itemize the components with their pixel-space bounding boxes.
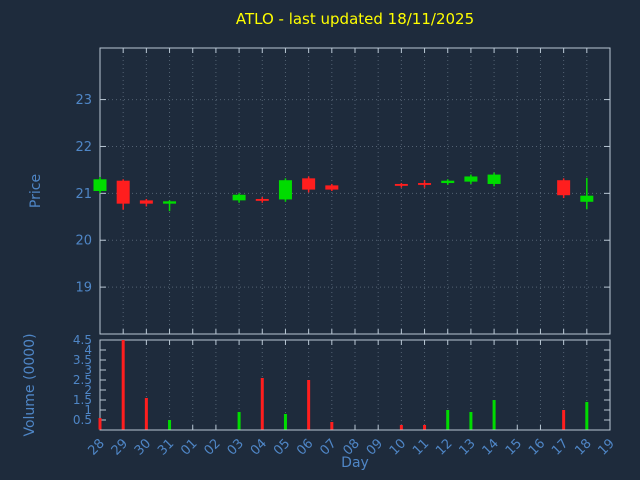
price-tick-22: 22 xyxy=(75,140,92,155)
price-tick-20: 20 xyxy=(75,234,92,249)
candle-body xyxy=(255,198,269,201)
x-tick-13: 13 xyxy=(456,436,478,458)
volume-tick-3: 3 xyxy=(84,363,92,377)
candle-day-29 xyxy=(116,179,130,210)
x-tick-05: 05 xyxy=(271,436,293,458)
x-tick-19: 19 xyxy=(596,436,618,458)
candle-body xyxy=(139,200,153,204)
candle-body xyxy=(441,180,455,184)
price-tick-19: 19 xyxy=(75,281,92,296)
candle-body xyxy=(302,178,316,190)
candle-day-06 xyxy=(302,176,316,193)
volume-tick-2.5: 2.5 xyxy=(73,373,92,387)
candle-day-04 xyxy=(255,197,269,203)
candle-day-10 xyxy=(394,183,408,188)
x-tick-04: 04 xyxy=(248,436,270,458)
x-tick-15: 15 xyxy=(503,436,525,458)
x-tick-11: 11 xyxy=(410,436,432,458)
candle-body xyxy=(325,185,339,190)
candle-body xyxy=(394,183,408,186)
candle-body xyxy=(278,180,292,200)
candle-day-18 xyxy=(580,177,594,210)
price-axis-label: Price xyxy=(28,174,44,208)
candle-day-14 xyxy=(487,172,501,187)
x-tick-10: 10 xyxy=(387,436,409,458)
x-tick-03: 03 xyxy=(225,436,247,458)
x-tick-18: 18 xyxy=(572,436,594,458)
volume-tick-0.5: 0.5 xyxy=(73,413,92,427)
candle-day-05 xyxy=(278,178,292,202)
candle-body xyxy=(418,183,432,185)
candle-body xyxy=(163,201,177,204)
candle-body xyxy=(232,194,246,201)
candle-body xyxy=(487,174,501,184)
volume-tick-1.5: 1.5 xyxy=(73,393,92,407)
candle-day-07 xyxy=(325,183,339,191)
candle-body xyxy=(557,180,571,196)
candle-day-17 xyxy=(557,178,571,199)
volume-tick-4.5: 4.5 xyxy=(73,333,92,347)
candle-day-11 xyxy=(418,180,432,188)
candle-day-31 xyxy=(163,200,177,212)
volume-tick-2: 2 xyxy=(84,383,92,397)
chart-title: ATLO - last updated 18/11/2025 xyxy=(236,10,474,28)
candle-day-03 xyxy=(232,193,246,203)
price-panel-border xyxy=(99,47,611,335)
x-tick-17: 17 xyxy=(549,436,571,458)
x-tick-02: 02 xyxy=(201,436,223,458)
x-tick-12: 12 xyxy=(433,436,455,458)
x-tick-31: 31 xyxy=(155,436,177,458)
price-tick-23: 23 xyxy=(75,93,92,108)
x-tick-01: 01 xyxy=(178,436,200,458)
candle-body xyxy=(116,180,130,204)
x-tick-16: 16 xyxy=(526,436,548,458)
candle-day-12 xyxy=(441,179,455,185)
candle-day-28 xyxy=(93,176,107,194)
candle-day-13 xyxy=(464,174,478,184)
candle-body xyxy=(93,179,107,191)
volume-tick-3.5: 3.5 xyxy=(73,353,92,367)
x-tick-07: 07 xyxy=(317,436,339,458)
candle-body xyxy=(580,195,594,202)
x-tick-29: 29 xyxy=(109,436,131,458)
x-tick-30: 30 xyxy=(132,436,154,458)
x-axis-label: Day xyxy=(341,455,369,471)
x-tick-28: 28 xyxy=(86,436,108,458)
candle-body xyxy=(464,176,478,182)
price-tick-21: 21 xyxy=(75,187,92,202)
candle-day-30 xyxy=(139,198,153,207)
x-tick-06: 06 xyxy=(294,436,316,458)
volume-tick-1: 1 xyxy=(84,403,92,417)
volume-axis-label: Volume (0000) xyxy=(22,333,38,436)
volume-tick-4: 4 xyxy=(84,343,92,357)
x-tick-14: 14 xyxy=(480,436,502,458)
